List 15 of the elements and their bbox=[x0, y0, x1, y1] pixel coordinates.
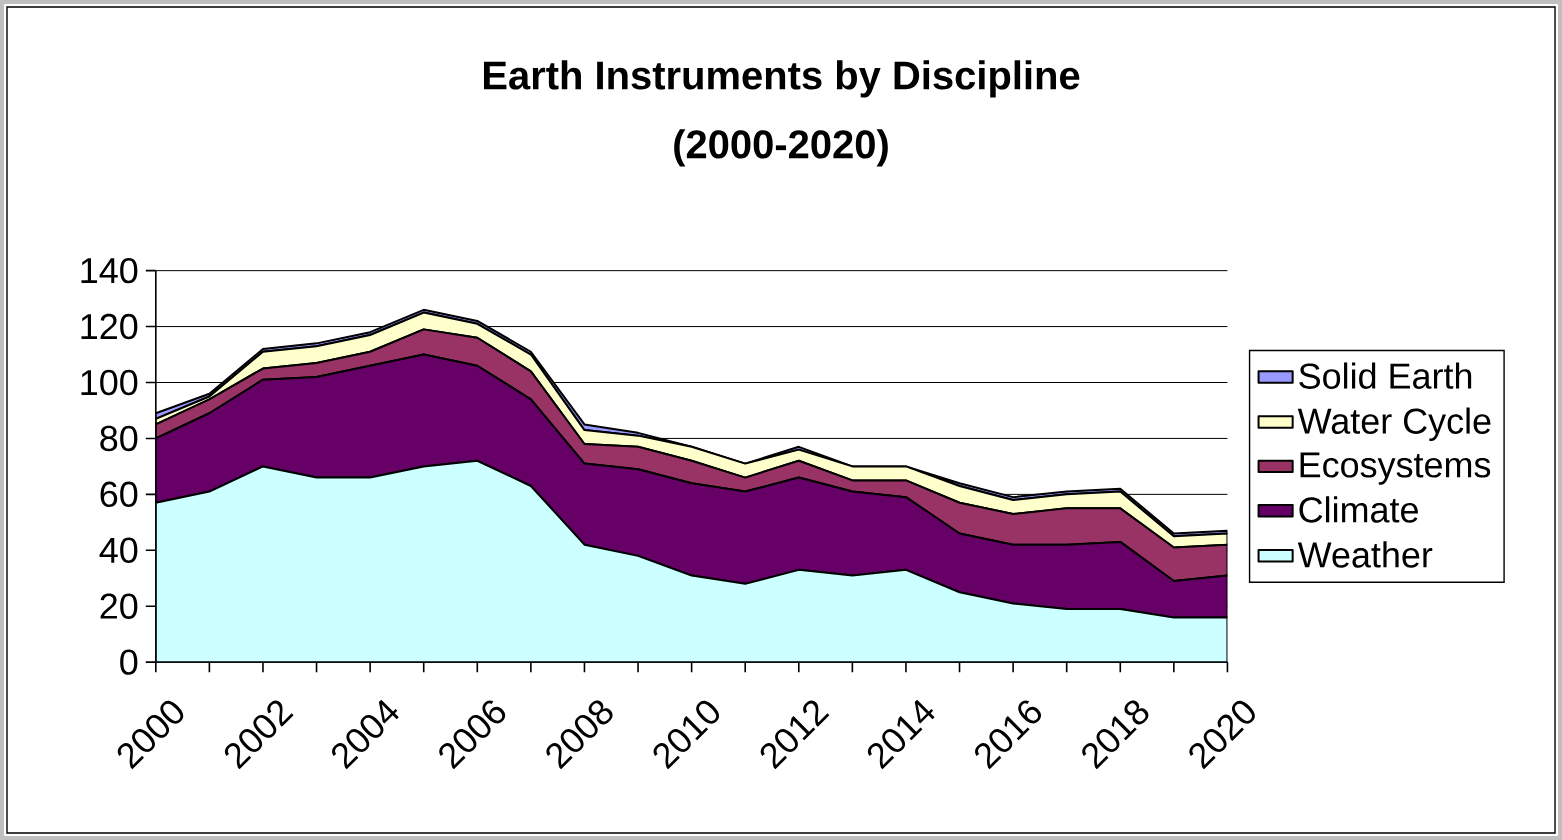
chart-subtitle: (2000-2020) bbox=[674, 129, 888, 167]
y-tick-label: 100 bbox=[81, 369, 138, 396]
y-tick-label: 140 bbox=[81, 257, 138, 284]
chart-title: Earth Instruments by Discipline bbox=[483, 60, 1080, 98]
y-tick-label: 40 bbox=[99, 537, 138, 564]
y-tick-label: 20 bbox=[100, 593, 138, 619]
legend-label: Water Cycle bbox=[1297, 407, 1491, 442]
y-tick-label: 60 bbox=[100, 481, 138, 508]
y-tick-label: 120 bbox=[81, 313, 138, 340]
y-tick-label: 80 bbox=[100, 425, 138, 452]
legend-label: Weather bbox=[1297, 541, 1433, 568]
y-tick-label: 0 bbox=[120, 649, 138, 675]
legend-label: Ecosystems bbox=[1300, 452, 1491, 485]
legend-label: Solid Earth bbox=[1299, 362, 1472, 389]
legend-label: Climate bbox=[1299, 496, 1418, 523]
